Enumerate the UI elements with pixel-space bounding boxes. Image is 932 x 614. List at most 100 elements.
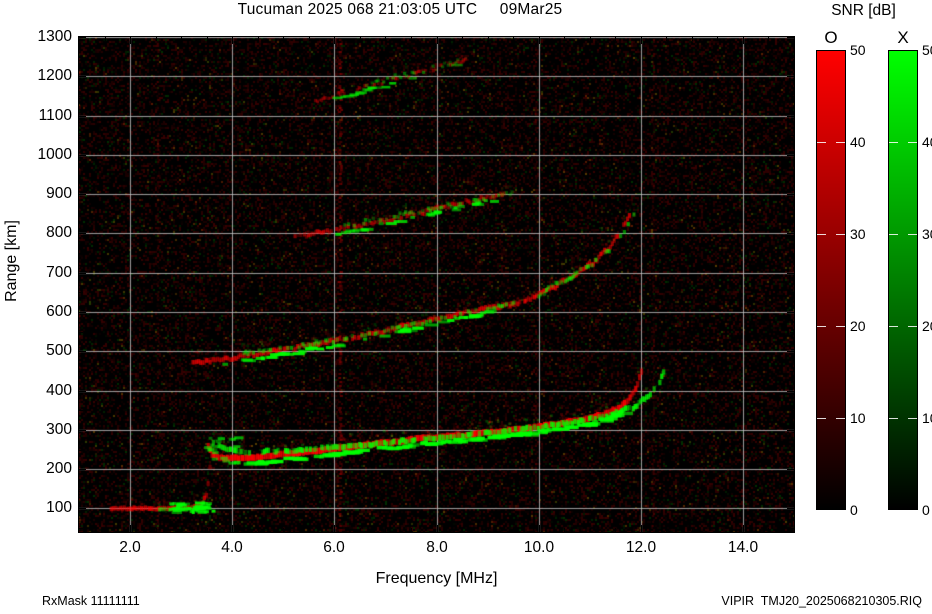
x-tick-minor (768, 528, 769, 532)
x-tick-major-top (539, 37, 540, 44)
colorbar-tick-label-o: 20 (850, 318, 866, 334)
x-tick-minor (615, 528, 616, 532)
y-tick-label: 700 (46, 264, 72, 281)
x-tick-major (539, 525, 540, 532)
x-tick-minor-top (717, 37, 718, 41)
colorbar-title: SNR [dB] (831, 2, 896, 19)
x-tick-major-top (334, 37, 335, 44)
y-tick-major-right (787, 76, 794, 77)
y-tick-label: 1200 (37, 67, 72, 84)
y-tick-label: 600 (46, 303, 72, 320)
y-tick-major (79, 155, 86, 156)
y-tick-minor-right (790, 332, 794, 333)
ionogram-plot-area[interactable] (78, 36, 795, 533)
y-tick-minor (79, 332, 83, 333)
y-tick-major-right (787, 351, 794, 352)
x-tick-minor-top (666, 37, 667, 41)
x-tick-minor-top (513, 37, 514, 41)
colorbar-tick-label-x: 10 (922, 410, 932, 426)
x-tick-minor (283, 528, 284, 532)
y-tick-minor (79, 57, 83, 58)
y-tick-minor-right (790, 253, 794, 254)
y-tick-label: 1000 (37, 146, 72, 163)
colorbar-tick-o (836, 418, 845, 419)
x-tick-major-top (743, 37, 744, 44)
colorbar-tick-x (908, 142, 917, 143)
colorbar-o-gradient[interactable] (816, 50, 846, 510)
y-tick-minor-right (790, 57, 794, 58)
x-tick-minor (462, 528, 463, 532)
y-tick-minor (79, 489, 83, 490)
y-tick-major-right (787, 508, 794, 509)
y-tick-minor-right (790, 410, 794, 411)
colorbar-tick-x (908, 326, 917, 327)
colorbar-x-gradient[interactable] (888, 50, 918, 510)
x-tick-minor-top (156, 37, 157, 41)
x-tick-minor (666, 528, 667, 532)
x-tick-minor (564, 528, 565, 532)
colorbar-tick-label-o: 0 (850, 502, 858, 518)
x-tick-major-top (232, 37, 233, 44)
y-tick-minor (79, 214, 83, 215)
y-tick-label: 300 (46, 421, 72, 438)
y-tick-minor (79, 96, 83, 97)
y-tick-major (79, 312, 86, 313)
x-tick-minor-top (105, 37, 106, 41)
x-tick-minor-top (181, 37, 182, 41)
colorbar-tick-label-x: 30 (922, 226, 932, 242)
x-tick-label: 8.0 (426, 539, 448, 556)
y-tick-major (79, 351, 86, 352)
y-tick-major-right (787, 312, 794, 313)
y-tick-minor (79, 292, 83, 293)
y-axis-label: Range [km] (3, 220, 20, 302)
x-tick-label: 6.0 (323, 539, 345, 556)
x-tick-minor (513, 528, 514, 532)
y-tick-major (79, 116, 86, 117)
y-tick-minor-right (790, 489, 794, 490)
y-tick-major-right (787, 430, 794, 431)
y-tick-minor (79, 175, 83, 176)
x-tick-minor-top (488, 37, 489, 41)
x-tick-minor (411, 528, 412, 532)
ionogram-canvas[interactable] (79, 37, 794, 532)
x-tick-major-top (641, 37, 642, 44)
colorbar-tick-label-o: 30 (850, 226, 866, 242)
colorbar-tick-o (817, 142, 826, 143)
y-tick-label: 1100 (38, 107, 72, 124)
y-tick-minor-right (790, 292, 794, 293)
x-tick-label: 14.0 (727, 539, 759, 556)
x-tick-minor (207, 528, 208, 532)
x-tick-minor-top (385, 37, 386, 41)
x-tick-minor (258, 528, 259, 532)
x-tick-minor (156, 528, 157, 532)
x-tick-major (437, 525, 438, 532)
y-tick-major (79, 37, 86, 38)
x-tick-minor (488, 528, 489, 532)
x-tick-minor (717, 528, 718, 532)
y-tick-major-right (787, 37, 794, 38)
x-tick-minor-top (207, 37, 208, 41)
x-tick-major-top (437, 37, 438, 44)
y-tick-label: 400 (46, 382, 72, 399)
x-tick-major (334, 525, 335, 532)
colorbar-tick-label-o: 50 (850, 42, 866, 58)
x-tick-label: 10.0 (523, 539, 555, 556)
x-tick-minor-top (462, 37, 463, 41)
x-tick-minor (360, 528, 361, 532)
x-tick-major-top (130, 37, 131, 44)
y-tick-minor (79, 410, 83, 411)
colorbar-tick-o (836, 142, 845, 143)
x-tick-major (743, 525, 744, 532)
x-tick-minor (385, 528, 386, 532)
colorbar-tick-label-o: 10 (850, 410, 866, 426)
y-tick-label: 500 (46, 342, 72, 359)
y-tick-major (79, 233, 86, 234)
y-tick-major-right (787, 116, 794, 117)
y-tick-minor-right (790, 371, 794, 372)
colorbar-tick-x (908, 234, 917, 235)
colorbar-tick-o (817, 418, 826, 419)
x-tick-minor (181, 528, 182, 532)
x-tick-minor-top (615, 37, 616, 41)
rxmask-label: RxMask 11111111 (42, 594, 140, 608)
x-tick-minor-top (309, 37, 310, 41)
